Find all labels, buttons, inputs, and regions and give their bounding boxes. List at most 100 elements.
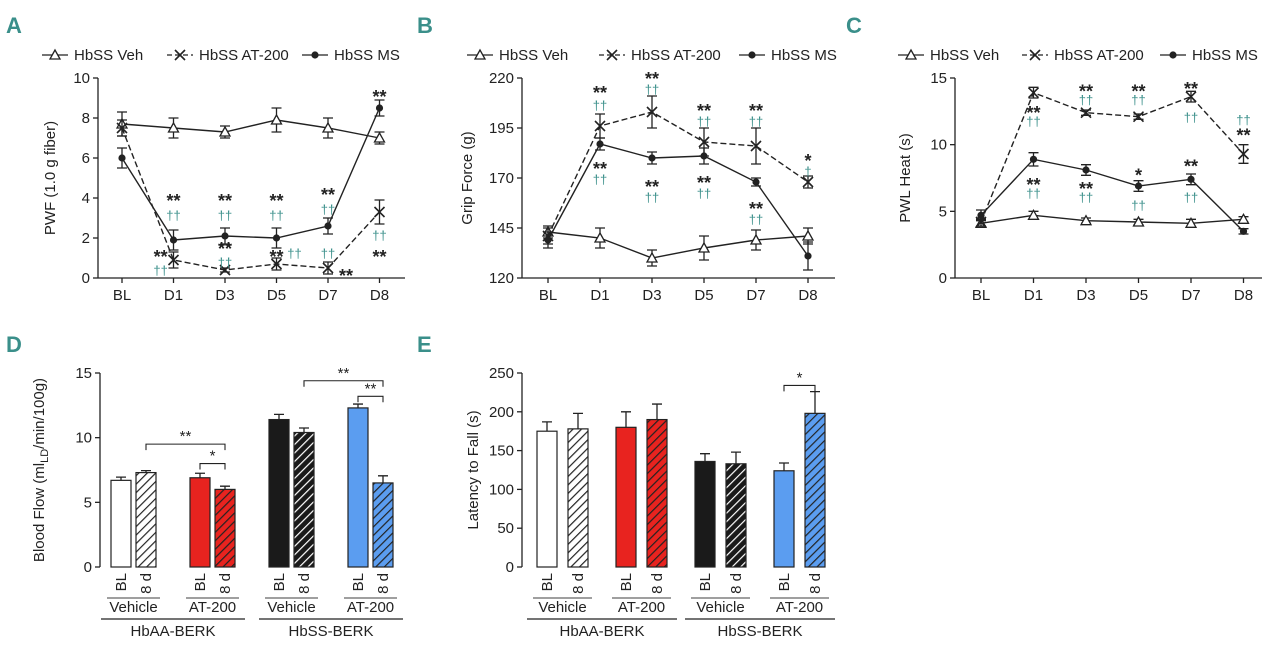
y-tick-label: 200 [489,404,514,421]
legend-entry: HbSS AT-200 [1054,47,1144,64]
data-point [1027,87,1040,99]
significance-label: ** [372,87,386,107]
strain-label: HbAA-BERK [130,623,215,640]
x-tick-label: BL [697,573,714,591]
y-tick-label: 145 [489,220,514,237]
bar [214,488,236,568]
data-point [977,211,985,219]
panel-label-b: B [417,13,433,38]
data-point [700,152,708,160]
x-tick-label: BL [113,573,130,591]
treatment-label: AT-200 [776,599,823,616]
significance-label: ** [365,380,377,397]
y-tick-label: 15 [930,70,947,87]
data-point [270,258,283,270]
x-tick-label: D7 [318,287,337,304]
significance-label: ** [1026,175,1040,195]
bar [110,479,132,568]
data-point [1134,182,1143,190]
x-tick-label: BL [271,573,288,591]
error-bar [731,451,741,464]
error-bar [652,403,662,420]
y-axis-label: PWL Heat (s) [897,133,914,222]
y-axis-label: PWF (1.0 g fiber) [42,121,59,235]
error-bar [141,469,151,473]
significance-label: * [1135,166,1142,186]
data-point [752,178,760,186]
series-line [121,107,381,241]
error-bar [810,390,820,414]
significance-label: †† [321,246,335,261]
significance-label: ** [1079,82,1093,102]
significance-label: † [804,164,811,179]
x-tick-label: 8 d [570,573,587,594]
data-point [1080,107,1092,119]
y-tick-label: 150 [489,443,514,460]
significance-bracket [783,384,816,392]
data-point [594,120,606,132]
x-tick-label: D3 [1076,287,1095,304]
significance-label: ** [321,185,335,205]
error-bar [116,476,126,481]
significance-label: ** [154,247,168,267]
legend-entry: HbSS AT-200 [631,47,721,64]
data-point [322,262,334,274]
significance-label: ** [1026,103,1040,123]
data-point [1185,91,1197,103]
series-line [121,119,380,139]
bar [646,418,668,568]
panel-b-line-chart: B 120 145 170 195 220 BL D1 D3 D5 D7 D8 Grip Force … [417,13,837,304]
legend-marker [748,51,756,59]
significance-label: †† [593,172,607,187]
significance-label: †† [321,202,335,217]
x-tick-label: BL [972,287,990,304]
significance-label: ** [269,247,283,267]
significance-label: ** [749,101,763,121]
y-axis-label: Blood Flow (mlLD/min/100g) [31,378,51,562]
legend-marker [174,49,186,61]
x-tick-label: BL [776,573,793,591]
significance-label: ** [338,365,350,382]
significance-label: ** [645,69,659,89]
data-point [1187,175,1195,183]
data-point [169,236,178,244]
data-point [804,252,812,260]
error-bar [621,411,631,428]
data-point [697,241,711,253]
data-point [750,140,762,152]
significance-label: ** [593,159,607,179]
y-tick-label: 10 [930,137,947,154]
y-tick-label: 2 [82,230,90,247]
y-tick-label: 50 [497,520,514,537]
data-point [116,122,128,134]
significance-label: †† [593,98,607,113]
significance-label: †† [1079,190,1093,205]
x-tick-label: 8 d [217,573,234,594]
bar [268,418,290,568]
x-tick-label: BL [350,573,367,591]
y-tick-label: 10 [73,70,90,87]
significance-label: †† [1184,190,1198,205]
data-point [801,229,815,241]
y-tick-label: 195 [489,120,514,137]
data-point [218,125,232,137]
y-tick-label: 5 [84,494,92,511]
significance-label: ** [180,428,192,445]
y-tick-label: 0 [939,270,947,287]
data-point [1237,148,1250,160]
y-tick-label: 6 [82,150,90,167]
bar [567,428,589,568]
significance-label: ** [166,191,180,211]
x-tick-label: D3 [215,287,234,304]
x-tick-label: BL [113,287,131,304]
significance-bracket [357,395,384,403]
significance-label: ** [1131,82,1145,102]
strain-label: HbSS-BERK [717,623,802,640]
x-tick-label: 8 d [649,573,666,594]
data-point [1184,216,1198,228]
data-point [648,154,656,162]
significance-label: ** [1184,156,1198,176]
y-tick-label: 15 [75,365,92,382]
data-point [1029,155,1038,163]
series-line [547,111,809,237]
